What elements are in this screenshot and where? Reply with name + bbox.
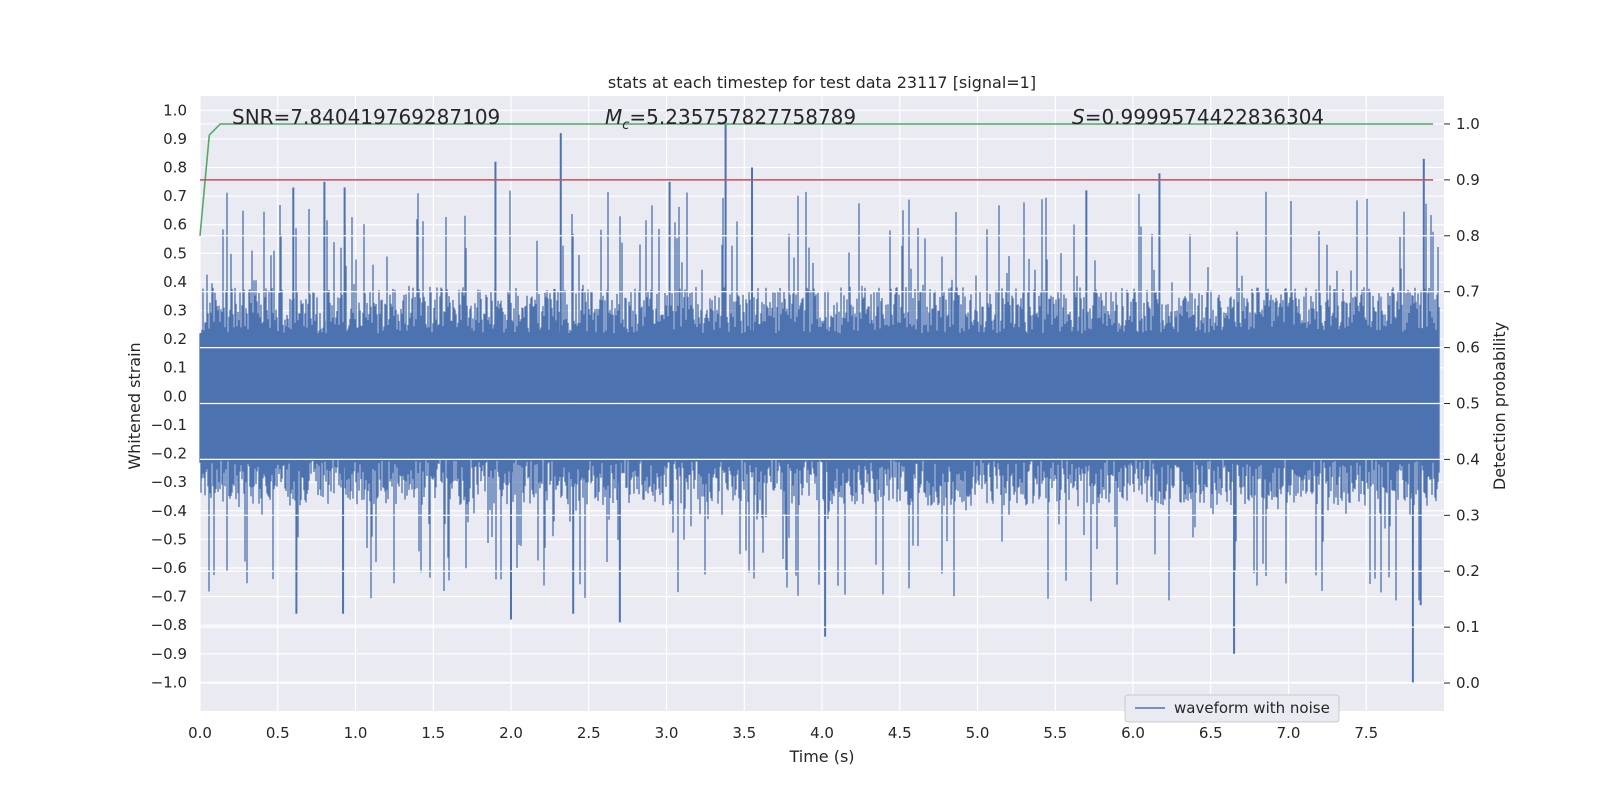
x-tick-labels: 0.0 0.5 1.0 1.5 2.0 2.5 3.0 3.5 4.0 4.5 5.0 5.5 6.0 6… (188, 724, 1378, 742)
y-tick-label: −0.1 (151, 416, 187, 434)
y-tick-label: 1.0 (163, 101, 187, 119)
y-tick-label: −0.5 (151, 530, 187, 548)
score-annotation: S=0.9999574422836304 (1072, 105, 1324, 129)
y-tick-label: −0.2 (151, 445, 187, 463)
y2-tick-label: 0.2 (1456, 562, 1480, 580)
x-tick-label: 0.0 (188, 724, 212, 742)
mc-value: =5.235757827758789 (629, 105, 856, 129)
y-tick-label: −0.6 (151, 559, 187, 577)
y2-tick-label: 0.5 (1456, 395, 1480, 413)
y2-tick-label: 0.3 (1456, 506, 1480, 524)
y2-axis-label: Detection probability (1490, 322, 1509, 490)
y-tick-label: 0.8 (163, 159, 187, 177)
y2-tick-label: 0.0 (1456, 674, 1480, 692)
y-tick-label: 0.9 (163, 130, 187, 148)
x-tick-label: 7.0 (1277, 724, 1301, 742)
x-tick-label: 2.5 (577, 724, 601, 742)
y-tick-label: 0.7 (163, 187, 187, 205)
y-tick-label: 0.2 (163, 330, 187, 348)
x-tick-label: 4.5 (888, 724, 912, 742)
chart-title: stats at each timestep for test data 231… (608, 73, 1036, 92)
chirp-mass-annotation: Mc=5.235757827758789 (605, 105, 856, 133)
x-tick-label: 5.0 (966, 724, 990, 742)
y2-tick-labels: 1.0 0.9 0.8 0.7 0.6 0.5 0.4 0.3 0.2 0.1 0.0 (1444, 115, 1480, 692)
y-tick-label: −0.4 (151, 502, 187, 520)
x-tick-label: 3.5 (732, 724, 756, 742)
y2-tick-label: 1.0 (1456, 115, 1480, 133)
y-tick-label: −0.3 (151, 473, 187, 491)
x-tick-label: 5.5 (1043, 724, 1067, 742)
y-axis-label: Whitened strain (125, 342, 144, 469)
mc-subscript: c (622, 118, 629, 133)
y-tick-label: 0.6 (163, 216, 187, 234)
x-tick-label: 2.0 (499, 724, 523, 742)
x-tick-label: 7.5 (1354, 724, 1378, 742)
x-tick-label: 3.0 (655, 724, 679, 742)
y-tick-label: 0.4 (163, 273, 187, 291)
y-tick-label: 0.0 (163, 387, 187, 405)
y-tick-label: 0.3 (163, 302, 187, 320)
waveform-series (199, 121, 1440, 683)
y-tick-label: 0.5 (163, 244, 187, 262)
legend-label: waveform with noise (1174, 699, 1330, 717)
y-tick-label: −1.0 (151, 673, 187, 691)
legend: waveform with noise (1124, 694, 1340, 723)
x-tick-label: 6.5 (1199, 724, 1223, 742)
s-value: =0.9999574422836304 (1085, 105, 1324, 129)
waveform-trace (199, 190, 1440, 602)
x-tick-label: 6.0 (1121, 724, 1145, 742)
x-tick-label: 1.5 (421, 724, 445, 742)
y2-tick-label: 0.1 (1456, 618, 1480, 636)
y-tick-label: −0.7 (151, 588, 187, 606)
y-tick-label: −0.9 (151, 645, 187, 663)
x-axis-label: Time (s) (788, 747, 854, 766)
y2-tick-label: 0.4 (1456, 450, 1480, 468)
legend-box (1124, 694, 1340, 723)
s-symbol: S (1072, 105, 1085, 129)
detection-probability-line (199, 123, 1434, 236)
y-tick-label: −0.8 (151, 616, 187, 634)
x-tick-label: 1.0 (344, 724, 368, 742)
y2-tick-label: 0.8 (1456, 227, 1480, 245)
y2-tick-label: 0.6 (1456, 339, 1480, 357)
y-tick-label: 0.1 (163, 359, 187, 377)
mc-symbol: M (605, 105, 622, 129)
y2-tick-label: 0.9 (1456, 171, 1480, 189)
y-tick-labels: 1.0 0.9 0.8 0.7 0.6 0.5 0.4 0.3 0.2 0.1 0.0 −0.1 −0.… (151, 101, 187, 691)
x-tick-label: 0.5 (266, 724, 290, 742)
x-tick-label: 4.0 (810, 724, 834, 742)
y2-tick-label: 0.7 (1456, 283, 1480, 301)
snr-annotation: SNR=7.840419769287109 (232, 105, 500, 129)
